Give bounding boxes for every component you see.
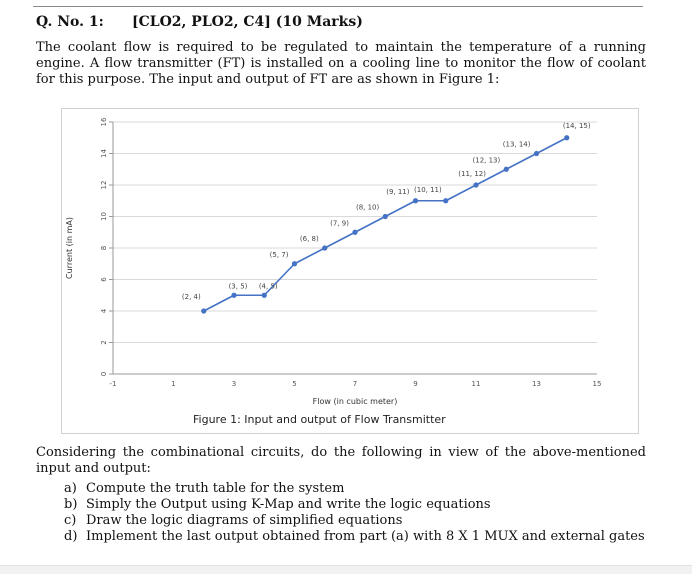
data-label: (13, 14): [503, 141, 531, 149]
data-point: [201, 308, 207, 314]
line-segment: [505, 152, 537, 170]
data-point: [503, 166, 509, 172]
line-segment: [354, 215, 386, 233]
task-text: Implement the last output obtained from …: [86, 529, 645, 544]
line-segment: [263, 263, 296, 296]
task-item: b) Simply the Output using K-Map and writ…: [64, 497, 645, 513]
task-item: c) Draw the logic diagrams of simplified …: [64, 513, 645, 529]
x-tick-label: 3: [232, 380, 236, 388]
line-segment: [203, 294, 235, 312]
line-layer: [203, 137, 568, 312]
question-heading: Q. No. 1: [CLO2, PLO2, C4] (10 Marks): [36, 14, 363, 30]
data-point: [322, 245, 328, 251]
data-point: [473, 182, 479, 188]
x-axis-title: Flow (in cubic meter): [313, 397, 398, 406]
y-tick-label: 16: [100, 117, 108, 126]
task-letter: b): [64, 497, 78, 512]
x-tick-label: 15: [593, 380, 602, 388]
data-label: (10, 11): [414, 186, 442, 194]
x-tick-label: 1: [171, 380, 175, 388]
line-segment: [445, 184, 477, 202]
x-tick-label: 11: [472, 380, 481, 388]
data-label: (7, 9): [330, 219, 349, 227]
y-tick-label: 0: [100, 372, 108, 376]
y-tick-label: 2: [100, 340, 108, 344]
task-letter: a): [64, 481, 77, 496]
data-label: (3, 5): [229, 282, 248, 290]
data-point: [291, 261, 298, 267]
line-segment: [536, 137, 568, 155]
bottom-bar: [0, 565, 692, 574]
data-label: (5, 7): [270, 251, 289, 259]
line-segment: [324, 231, 356, 249]
data-point: [352, 229, 358, 235]
point-layer: [201, 135, 570, 314]
y-tick-label: 4: [100, 308, 108, 313]
data-point: [443, 198, 449, 204]
task-item: d) Implement the last output obtained fro…: [64, 529, 645, 545]
consider-paragraph: Considering the combinational circuits, …: [36, 445, 646, 476]
task-letter: c): [64, 513, 77, 528]
task-letter: d): [64, 529, 78, 544]
data-point: [231, 292, 237, 298]
intro-paragraph: The coolant flow is required to be regul…: [36, 40, 646, 87]
data-point: [412, 198, 419, 204]
data-point: [382, 213, 388, 220]
x-tick-label: 9: [413, 380, 417, 388]
task-text: Compute the truth table for the system: [86, 481, 345, 496]
y-tick-label: 12: [100, 181, 108, 190]
line-segment: [475, 168, 507, 186]
figure-1-chart: 0 2 4 6 8 10 12 14 16 -1 1 3 5 7 9 11 13 15 (2, 4) (3, 5)(…: [61, 108, 639, 434]
data-label: (12, 13): [473, 156, 501, 164]
data-point: [533, 150, 540, 157]
task-item: a) Compute the truth table for the system: [64, 481, 645, 497]
line-segment: [384, 200, 416, 218]
data-label: (6, 8): [300, 235, 319, 243]
label-layer: (2, 4) (3, 5) (4, 5) (5, 7) (6, 8) (7, 9) (8, …: [182, 122, 591, 301]
x-tick-label: 5: [292, 380, 296, 388]
task-text: Simply the Output using K-Map and write …: [86, 497, 491, 512]
task-list: a) Compute the truth table for the system…: [64, 481, 645, 545]
top-rule: [33, 6, 643, 7]
x-tick-label: 13: [532, 380, 541, 388]
line-segment: [294, 247, 326, 265]
y-tick-label: 14: [100, 149, 108, 158]
data-point: [261, 292, 267, 298]
figure-caption: Figure 1: Input and output of Flow Trans…: [193, 413, 446, 426]
x-tick-label: 7: [353, 380, 357, 388]
data-label: (8, 10): [356, 204, 380, 212]
y-tick-label: 10: [100, 212, 108, 221]
y-tick-label: 6: [100, 277, 108, 282]
y-tick-label: 8: [100, 246, 108, 250]
y-axis-title: Current (in mA): [65, 217, 74, 279]
x-tick-label: -1: [110, 380, 117, 388]
task-text: Draw the logic diagrams of simplified eq…: [86, 513, 403, 528]
data-label: (14, 15): [563, 122, 591, 130]
data-label: (4, 5): [259, 282, 278, 290]
data-point: [564, 135, 570, 141]
question-number: Q. No. 1:: [36, 14, 104, 30]
data-label: (2, 4): [182, 293, 201, 301]
data-label: (11, 12): [458, 170, 486, 178]
data-label: (9, 11): [386, 188, 410, 196]
grid-layer: [113, 121, 597, 375]
question-marks: [CLO2, PLO2, C4] (10 Marks): [132, 14, 363, 30]
